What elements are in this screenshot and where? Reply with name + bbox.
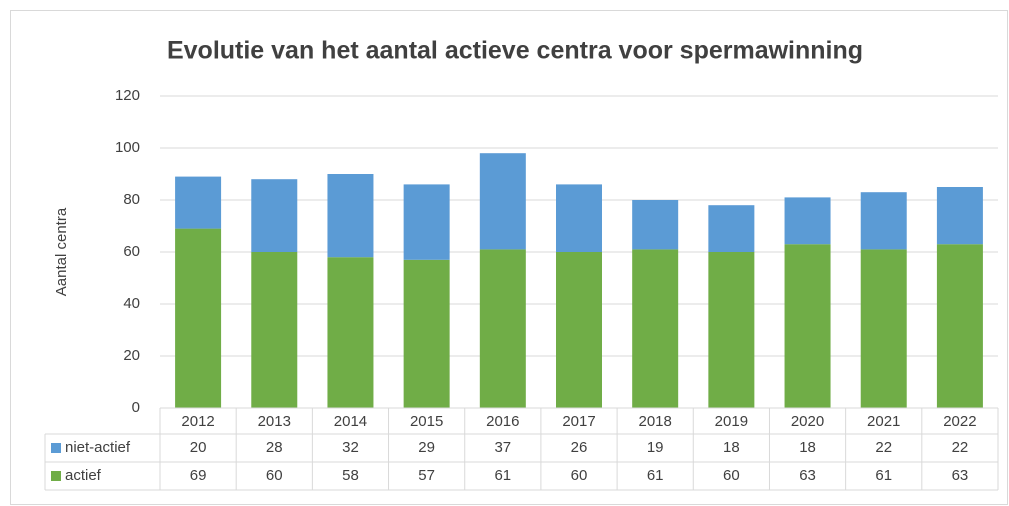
- y-tick-label: 80: [123, 191, 140, 208]
- bar-segment: [403, 184, 450, 260]
- table-value: 22: [875, 439, 892, 456]
- bar-segment: [860, 192, 907, 250]
- bar-segment: [936, 187, 983, 245]
- legend-label: actief: [65, 467, 102, 484]
- bar-segment: [479, 249, 526, 408]
- table-value: 61: [494, 467, 511, 484]
- x-tick-label: 2012: [181, 413, 214, 430]
- table-value: 58: [342, 467, 359, 484]
- y-tick-label: 0: [132, 399, 140, 416]
- y-axis-label: Aantal centra: [53, 207, 70, 296]
- table-value: 37: [494, 439, 511, 456]
- chart-title: Evolutie van het aantal actieve centra v…: [167, 37, 863, 65]
- table-value: 69: [190, 467, 207, 484]
- bar-segment: [936, 244, 983, 408]
- bar-segment: [708, 205, 755, 252]
- x-tick-label: 2021: [867, 413, 900, 430]
- x-tick-label: 2022: [943, 413, 976, 430]
- table-value: 18: [799, 439, 816, 456]
- y-tick-label: 120: [115, 87, 140, 104]
- table-value: 63: [952, 467, 969, 484]
- table-value: 26: [571, 439, 588, 456]
- legend-key: [51, 443, 61, 453]
- bar-segment: [175, 228, 222, 408]
- bar-segment: [403, 259, 450, 408]
- table-value: 60: [571, 467, 588, 484]
- table-value: 57: [418, 467, 435, 484]
- table-value: 61: [647, 467, 664, 484]
- table-value: 63: [799, 467, 816, 484]
- table-value: 28: [266, 439, 283, 456]
- bar-segment: [556, 184, 602, 252]
- x-tick-label: 2014: [334, 413, 367, 430]
- bar-segment: [251, 179, 298, 252]
- table-value: 60: [723, 467, 740, 484]
- table-value: 18: [723, 439, 740, 456]
- x-tick-label: 2020: [791, 413, 824, 430]
- bar-segment: [175, 176, 222, 229]
- x-tick-label: 2016: [486, 413, 519, 430]
- bar-segment: [708, 252, 755, 408]
- table-value: 32: [342, 439, 359, 456]
- bar-segment: [556, 252, 602, 408]
- table-value: 60: [266, 467, 283, 484]
- table-value: 20: [190, 439, 207, 456]
- y-tick-label: 20: [123, 347, 140, 364]
- table-value: 19: [647, 439, 664, 456]
- x-tick-label: 2017: [562, 413, 595, 430]
- table-value: 61: [875, 467, 892, 484]
- bar-segment: [479, 153, 526, 250]
- bar-segment: [327, 257, 374, 408]
- bar-segment: [860, 249, 907, 408]
- y-tick-label: 100: [115, 139, 140, 156]
- bar-segment: [327, 174, 374, 258]
- y-tick-label: 40: [123, 295, 140, 312]
- bar-segment: [632, 200, 679, 250]
- bar-segment: [251, 252, 298, 408]
- legend-label: niet-actief: [65, 439, 131, 456]
- legend-key: [51, 471, 61, 481]
- x-tick-label: 2015: [410, 413, 443, 430]
- y-tick-label: 60: [123, 243, 140, 260]
- x-tick-label: 2013: [258, 413, 291, 430]
- table-value: 22: [952, 439, 969, 456]
- bar-segment: [784, 197, 831, 245]
- x-tick-label: 2018: [638, 413, 671, 430]
- x-tick-label: 2019: [715, 413, 748, 430]
- table-value: 29: [418, 439, 435, 456]
- bar-segment: [784, 244, 831, 408]
- bar-segment: [632, 249, 679, 408]
